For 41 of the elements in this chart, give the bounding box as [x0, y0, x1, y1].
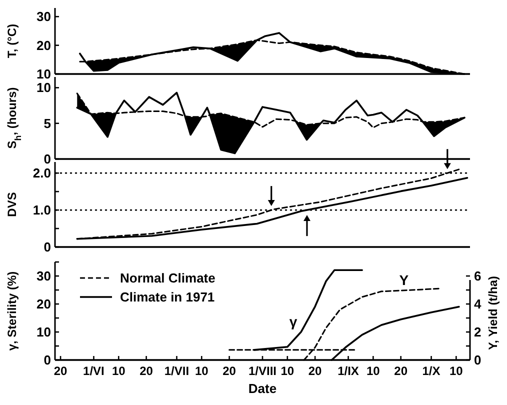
y-tick-label: 20 [36, 296, 51, 312]
x-tick-label: 10 [194, 364, 209, 378]
y-axis-title: T, (°C) [5, 24, 19, 58]
x-tick-label: 1/VI [83, 364, 104, 378]
legend-label: Normal Climate [120, 270, 216, 286]
x-tick-label: 10 [280, 364, 294, 378]
x-tick-label: 10 [366, 364, 380, 378]
x-tick-label: 20 [54, 364, 68, 378]
y2-tick-label: 2 [474, 324, 482, 340]
x-tick-label: 20 [394, 364, 408, 378]
y-tick-label: 0 [44, 352, 51, 368]
x-tick-label: 10 [112, 364, 126, 378]
y-tick-label: 0 [44, 152, 51, 167]
x-axis-title: Date [248, 381, 277, 396]
y-axis-title: DVS [5, 192, 19, 217]
legend-label: Climate in 1971 [120, 290, 215, 305]
x-tick-label: 1/VIII [248, 364, 277, 378]
x-tick-label: 10 [449, 364, 464, 378]
x-tick-label: 1/IX [338, 364, 359, 378]
x-tick-label: 1/VII [164, 364, 190, 378]
y2-tick-label: 6 [474, 268, 482, 284]
y-tick-label: 5 [44, 116, 51, 131]
y2-axis-title: Y, Yield (t/ha) [486, 276, 500, 350]
annotation: Y [399, 272, 410, 288]
y-tick-label: 30 [36, 268, 51, 284]
y2-tick-label: 0 [474, 352, 482, 368]
y-tick-label: 10 [36, 80, 51, 96]
y-tick-label: 2.0 [32, 166, 51, 181]
y-tick-label: 30 [36, 9, 51, 24]
y-tick-label: 10 [36, 66, 51, 82]
x-tick-label: 20 [140, 364, 154, 378]
y-tick-label: 20 [36, 38, 51, 53]
x-tick-label: 20 [308, 364, 322, 378]
y2-tick-label: 4 [474, 296, 482, 312]
annotation: γ [289, 314, 298, 330]
y-tick-label: 1.0 [32, 202, 51, 218]
x-tick-label: 1/X [422, 364, 440, 378]
y-tick-label: 0 [44, 240, 51, 255]
y-axis-title: γ, Sterility (%) [5, 271, 19, 351]
x-tick-label: 20 [222, 364, 236, 378]
y-tick-label: 10 [36, 324, 51, 340]
